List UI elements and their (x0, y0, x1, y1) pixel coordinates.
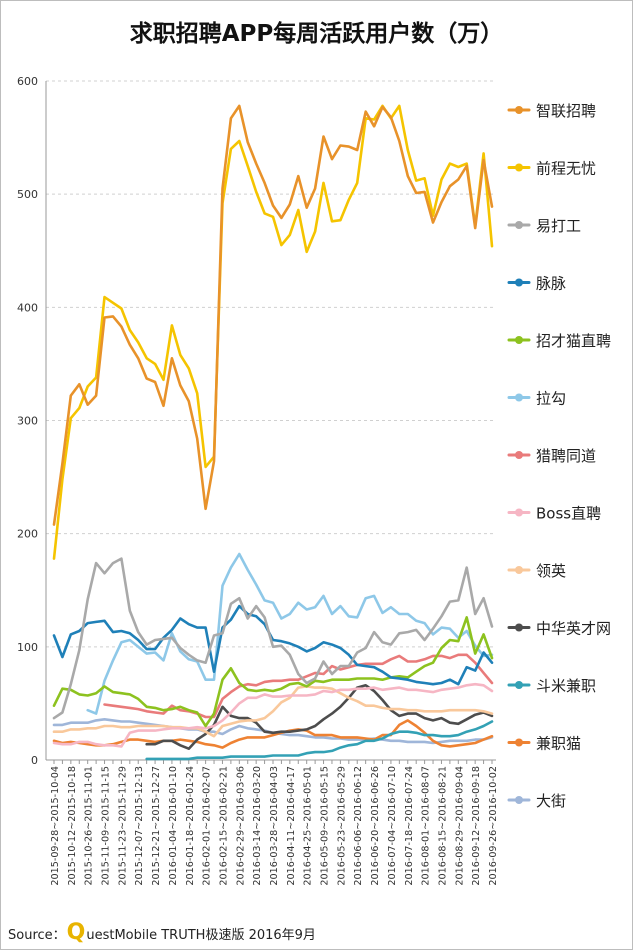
legend-label: 中华英才网 (536, 620, 611, 638)
series-line (52, 604, 494, 686)
x-tick-label: 2015-12-21~2015-12-27 (151, 766, 162, 886)
legend-marker (515, 796, 523, 804)
legend-label: Boss直聘 (536, 505, 601, 523)
series-line (52, 685, 494, 738)
series-line (52, 718, 494, 745)
series-line (145, 684, 494, 750)
legend-label: 智联招聘 (536, 102, 596, 120)
legend-marker (515, 163, 523, 172)
legend-marker (515, 681, 523, 689)
chart-title: 求职招聘APP每周活跃用户数（万） (129, 21, 504, 47)
x-tick-label: 2016-06-06~2016-06-12 (353, 766, 364, 886)
x-tick-label: 2016-03-14~2016-03-20 (252, 766, 263, 886)
legend-marker (515, 106, 523, 114)
source-text: uestMobile TRUTH极速版 2016年9月 (86, 928, 316, 943)
series-line (52, 104, 494, 526)
y-tick-label: 200 (17, 528, 38, 541)
x-tick-label: 2016-04-11~2016-04-17 (286, 766, 297, 886)
source-logo-q: Q (66, 920, 86, 945)
legend-label: 脉脉 (536, 275, 566, 293)
legend-label: 领英 (536, 562, 566, 580)
series-line (52, 104, 494, 560)
x-tick-label: 2016-06-20~2016-06-26 (370, 766, 381, 886)
legend-label: 拉勾 (536, 390, 566, 408)
x-tick-label: 2016-08-29~2016-09-04 (454, 766, 465, 886)
x-tick-label: 2015-10-26~2015-11-01 (84, 766, 95, 886)
x-tick-label: 2016-05-23~2016-05-29 (336, 766, 347, 886)
legend-label: 兼职猫 (536, 735, 581, 753)
x-tick-label: 2016-05-09~2016-05-15 (320, 766, 331, 886)
legend-marker (515, 451, 523, 459)
source-prefix: Source： (8, 928, 66, 943)
x-tick-label: 2016-09-26~2016-10-02 (488, 766, 499, 886)
legend-label: 易打工 (536, 217, 581, 235)
x-tick-label: 2016-07-18~2016-07-24 (404, 766, 415, 886)
legend-label: 招才猫直聘 (536, 332, 611, 350)
y-tick-label: 0 (31, 754, 38, 767)
x-tick-label: 2016-02-15~2016-02-21 (218, 766, 229, 886)
x-tick-label: 2016-02-29~2016-03-06 (235, 766, 246, 886)
legend-label: 斗米兼职 (536, 677, 596, 695)
source-note: Source：QuestMobile TRUTH极速版 2016年9月 (8, 922, 316, 944)
x-tick-label: 2016-04-25~2016-05-01 (303, 766, 314, 886)
x-tick-label: 2016-01-04~2016-01-10 (168, 766, 179, 886)
x-tick-label: 2016-03-28~2016-04-03 (269, 766, 280, 886)
y-tick-label: 100 (17, 641, 38, 654)
series-line (103, 653, 494, 719)
x-tick-label: 2016-07-04~2016-07-10 (387, 766, 398, 886)
series-line (52, 682, 494, 748)
legend-marker (515, 738, 523, 747)
y-tick-label: 300 (17, 415, 38, 428)
series-line (52, 616, 494, 728)
series-line (52, 719, 494, 749)
x-tick-label: 2016-08-15~2016-08-21 (437, 766, 448, 886)
legend-label: 前程无忧 (536, 160, 596, 178)
legend-marker (515, 393, 523, 402)
legend-marker (515, 278, 523, 287)
y-tick-label: 600 (17, 75, 38, 88)
series-line (86, 552, 494, 715)
line-chart: 0 100 200 300 400 500 600 2015-09-28~2015-10-04… (17, 75, 611, 886)
x-tick-label: 2015-09-28~2015-10-04 (50, 766, 61, 886)
x-tick-label: 2015-12-07~2015-12-13 (134, 766, 145, 886)
legend-marker (515, 623, 523, 632)
x-tick-label: 2016-02-01~2016-02-07 (202, 766, 213, 886)
legend-marker (515, 221, 523, 229)
series-line (145, 720, 494, 761)
legend-marker (515, 566, 523, 574)
x-tick-label: 2016-08-01~2016-08-07 (421, 766, 432, 886)
legend-label: 大街 (536, 792, 566, 810)
x-tick-label: 2015-11-23~2015-11-29 (117, 766, 128, 886)
series-line (52, 557, 494, 720)
y-tick-label: 400 (17, 301, 38, 314)
legend-marker (515, 508, 523, 517)
x-tick-label: 2016-09-12~2016-09-18 (471, 766, 482, 886)
x-tick-label: 2015-11-09~2015-11-15 (101, 766, 112, 886)
legend-marker (515, 336, 523, 344)
y-tick-label: 500 (17, 188, 38, 201)
x-tick-label: 2016-01-18~2016-01-24 (185, 766, 196, 886)
x-tick-label: 2015-10-12~2015-10-18 (67, 766, 78, 886)
legend-label: 猎聘同道 (536, 447, 596, 465)
